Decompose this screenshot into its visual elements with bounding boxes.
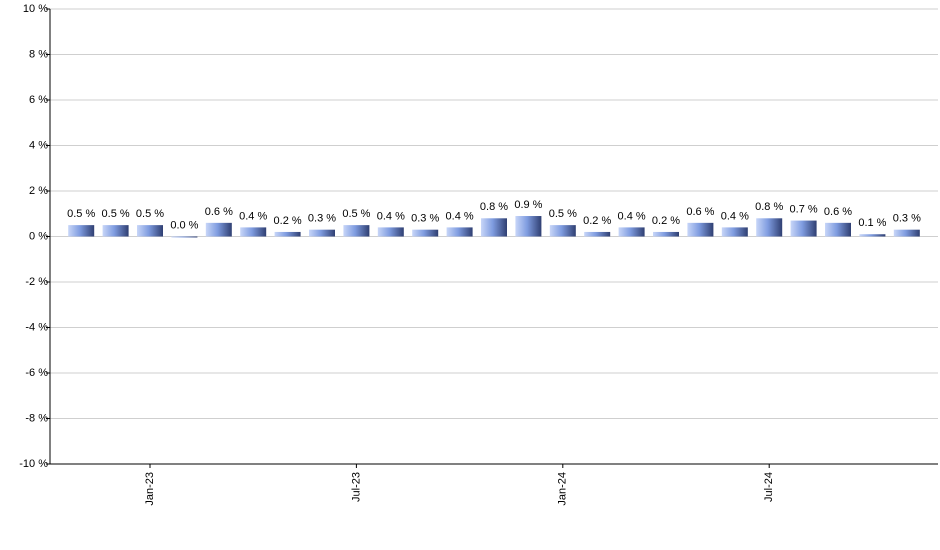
bar: [825, 222, 851, 237]
y-tick-label: 0 %: [29, 230, 48, 242]
value-label: 0.5 %: [67, 208, 95, 220]
value-label: 0.5 %: [136, 208, 164, 220]
value-label: 0.4 %: [721, 210, 749, 222]
bar: [68, 225, 95, 237]
value-label: 0.2 %: [274, 215, 302, 227]
y-tick-label: -2 %: [25, 276, 48, 288]
bar: [240, 227, 267, 237]
bar: [859, 234, 886, 237]
value-label: 0.4 %: [377, 210, 405, 222]
bar: [137, 225, 163, 237]
bar: [721, 227, 748, 237]
bar: [377, 227, 404, 237]
bar: [893, 229, 920, 237]
y-tick-label: -10 %: [19, 458, 48, 470]
value-label: 0.4 %: [446, 210, 474, 222]
value-label: 0.6 %: [205, 206, 233, 218]
bar: [481, 218, 507, 237]
y-tick-label: -8 %: [25, 412, 48, 424]
bar: [618, 227, 645, 237]
y-tick-label: -6 %: [25, 367, 48, 379]
value-label: 0.1 %: [858, 217, 886, 229]
bar: [584, 231, 611, 237]
bar: [756, 218, 783, 237]
value-label: 0.0 %: [170, 219, 198, 231]
value-label: 0.4 %: [618, 210, 646, 222]
value-label: 0.8 %: [480, 201, 508, 213]
bar: [309, 229, 335, 237]
y-tick-label: 6 %: [29, 94, 48, 106]
bar: [549, 225, 576, 237]
y-tick-label: 2 %: [29, 185, 48, 197]
value-label: 0.6 %: [824, 206, 852, 218]
bar: [446, 227, 473, 237]
y-tick-label: 8 %: [29, 48, 48, 60]
bar: [790, 220, 817, 237]
bar: [653, 231, 679, 237]
value-label: 0.3 %: [411, 213, 439, 225]
bar: [171, 236, 198, 238]
value-label: 0.2 %: [583, 215, 611, 227]
value-label: 0.8 %: [755, 201, 783, 213]
value-label: 0.5 %: [549, 208, 577, 220]
bar: [205, 222, 232, 237]
value-label: 0.4 %: [239, 210, 267, 222]
bar: [412, 229, 439, 237]
x-tick-label: Jan-24: [557, 472, 569, 506]
bar: [274, 231, 301, 237]
bar: [343, 225, 370, 237]
value-label: 0.5 %: [102, 208, 130, 220]
y-tick-label: 10 %: [23, 3, 48, 15]
y-tick-label: -4 %: [25, 321, 48, 333]
x-tick-label: Jul-24: [763, 472, 775, 502]
y-tick-label: 4 %: [29, 139, 48, 151]
x-tick-label: Jul-23: [350, 472, 362, 502]
bar: [102, 225, 129, 237]
value-label: 0.9 %: [514, 199, 542, 211]
value-label: 0.2 %: [652, 215, 680, 227]
value-label: 0.3 %: [308, 213, 336, 225]
x-tick-label: Jan-23: [144, 472, 156, 506]
value-label: 0.7 %: [790, 203, 818, 215]
bar: [687, 222, 714, 237]
value-label: 0.6 %: [686, 206, 714, 218]
bar: [515, 216, 542, 237]
value-label: 0.5 %: [342, 208, 370, 220]
value-label: 0.3 %: [893, 213, 921, 225]
